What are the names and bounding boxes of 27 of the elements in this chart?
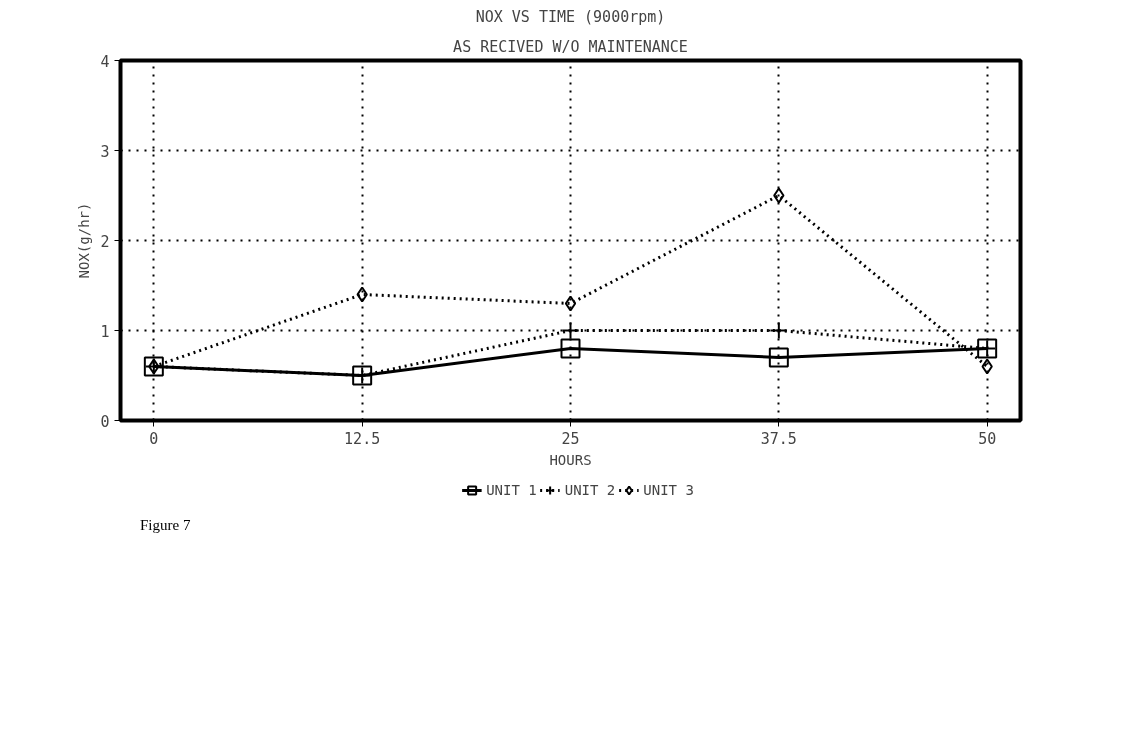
y-tick-label: 2: [100, 232, 110, 251]
x-tick-label: 37.5: [760, 429, 797, 448]
chart-subtitle: AS RECIVED W/O MAINTENANCE: [453, 37, 688, 56]
point: [981, 358, 993, 375]
y-tick-label: 0: [100, 412, 110, 431]
y-axis-title: NOX(g/hr): [76, 202, 93, 279]
point: [561, 321, 580, 340]
legend-label: UNIT 2: [564, 482, 616, 498]
point: [560, 338, 581, 359]
point: [768, 347, 789, 368]
y-tick-label: 3: [100, 142, 110, 161]
point: [773, 187, 785, 204]
x-tick-label: 50: [978, 429, 997, 448]
legend-label: UNIT 1: [486, 482, 537, 498]
legend-label: UNIT 3: [643, 482, 694, 498]
x-tick-label: 25: [561, 429, 580, 448]
point: [769, 321, 788, 340]
x-tick-label: 12.5: [344, 429, 381, 448]
point: [356, 286, 368, 303]
caption: Figure 7: [140, 516, 191, 535]
point: [148, 358, 160, 375]
x-tick-label: 0: [149, 429, 159, 448]
y-tick-label: 1: [100, 322, 110, 341]
x-axis-title: HOURS: [549, 451, 592, 468]
chart-title: NOX VS TIME (9000rpm): [475, 7, 666, 26]
y-tick-label: 4: [100, 52, 110, 71]
point: [564, 295, 577, 312]
